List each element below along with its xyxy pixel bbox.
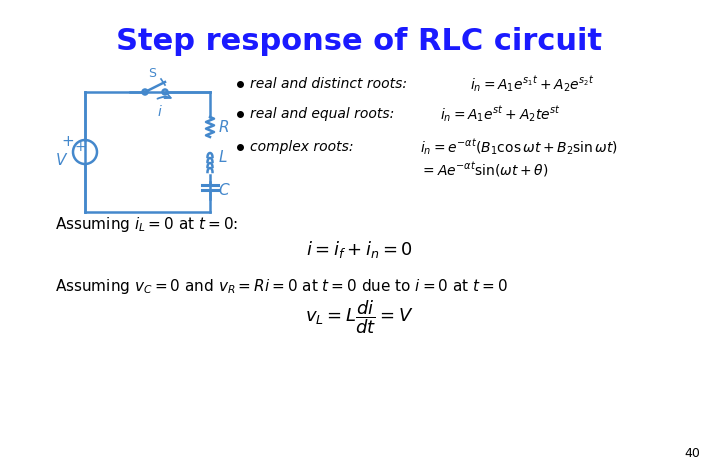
Text: $= A e^{-\alpha t} \sin(\omega t + \theta)$: $= A e^{-\alpha t} \sin(\omega t + \thet… — [420, 160, 549, 179]
Text: +: + — [62, 135, 74, 150]
Text: real and equal roots:: real and equal roots: — [250, 107, 394, 121]
Text: S: S — [148, 67, 156, 80]
Text: Step response of RLC circuit: Step response of RLC circuit — [116, 27, 602, 56]
Text: real and distinct roots:: real and distinct roots: — [250, 77, 407, 91]
Text: $i = i_f + i_n = 0$: $i = i_f + i_n = 0$ — [306, 239, 413, 261]
Text: $i_n = A_1 e^{s_1 t} + A_2 e^{s_2 t}$: $i_n = A_1 e^{s_1 t} + A_2 e^{s_2 t}$ — [470, 74, 595, 94]
Text: 40: 40 — [684, 447, 700, 460]
Text: $i$: $i$ — [157, 104, 163, 119]
Text: $C$: $C$ — [218, 182, 231, 198]
Text: complex roots:: complex roots: — [250, 140, 354, 154]
Text: $R$: $R$ — [218, 119, 229, 135]
Text: Assuming $i_L = 0$ at $t = 0$:: Assuming $i_L = 0$ at $t = 0$: — [55, 214, 238, 234]
Text: $v_L = L\dfrac{di}{dt} = V$: $v_L = L\dfrac{di}{dt} = V$ — [305, 298, 413, 336]
Text: $i_n = e^{-\alpha t}(B_1 \cos \omega t + B_2 \sin \omega t)$: $i_n = e^{-\alpha t}(B_1 \cos \omega t +… — [420, 137, 618, 157]
Text: +: + — [74, 140, 86, 154]
Text: $i_n = A_1 e^{st} + A_2 t e^{st}$: $i_n = A_1 e^{st} + A_2 t e^{st}$ — [440, 104, 561, 124]
Text: $V$: $V$ — [55, 152, 68, 168]
Text: Assuming $v_C = 0$ and $v_R = Ri = 0$ at $t = 0$ due to $i = 0$ at $t = 0$: Assuming $v_C = 0$ and $v_R = Ri = 0$ at… — [55, 278, 508, 296]
Text: $L$: $L$ — [218, 149, 228, 165]
